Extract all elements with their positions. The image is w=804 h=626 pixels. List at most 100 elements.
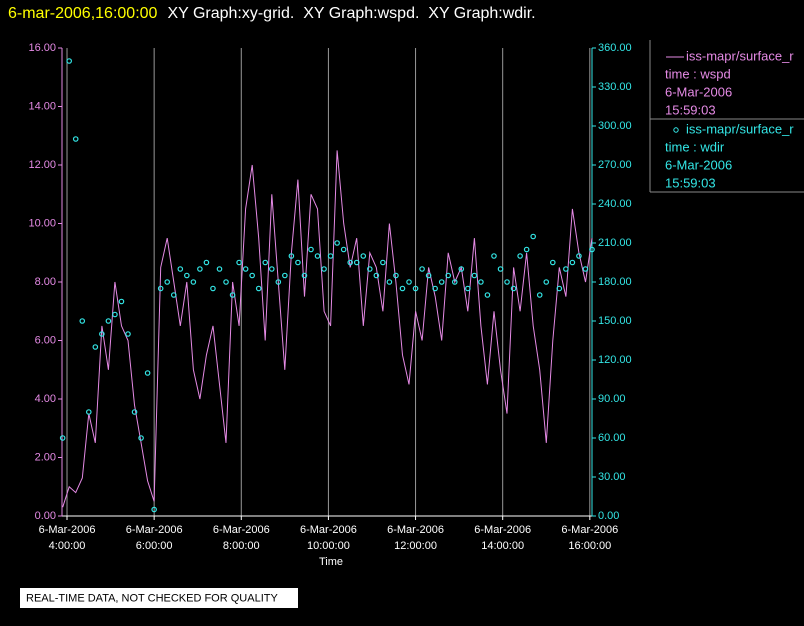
series-point bbox=[308, 246, 314, 253]
series-point bbox=[406, 279, 412, 285]
series-line bbox=[62, 150, 593, 508]
series-point bbox=[576, 253, 582, 259]
x-tick-date: 6-Mar-2006 bbox=[39, 524, 96, 536]
x-tick-label: 4:00:00 bbox=[49, 540, 86, 552]
series-point bbox=[125, 331, 131, 337]
series-point bbox=[451, 279, 458, 285]
series-point bbox=[210, 285, 216, 292]
series-point bbox=[419, 266, 425, 272]
y-tick-label: 12.00 bbox=[28, 159, 56, 171]
y2-tick-label: 90.00 bbox=[598, 393, 626, 405]
series-point bbox=[360, 253, 367, 259]
series-point bbox=[478, 279, 484, 285]
series-point bbox=[242, 266, 249, 272]
y-tick-label: 14.00 bbox=[28, 100, 56, 112]
series-point bbox=[549, 259, 556, 266]
x-tick-date: 6-Mar-2006 bbox=[474, 524, 531, 536]
series-point bbox=[151, 506, 157, 513]
series-point bbox=[268, 266, 275, 272]
series-point bbox=[295, 259, 301, 266]
series-point bbox=[249, 272, 255, 279]
series-point bbox=[497, 266, 504, 272]
series-point bbox=[438, 279, 445, 285]
legend-line: time : wspd bbox=[665, 66, 731, 81]
series-point bbox=[491, 253, 497, 259]
legend-line: 15:59:03 bbox=[665, 102, 716, 117]
series-point bbox=[373, 272, 380, 279]
x-axis-label: Time bbox=[319, 556, 343, 568]
series-point bbox=[157, 285, 164, 292]
series-point bbox=[92, 344, 99, 350]
x-tick-label: 16:00:00 bbox=[568, 540, 611, 552]
series-point bbox=[563, 266, 569, 272]
series-point bbox=[105, 318, 112, 324]
note-box bbox=[20, 588, 298, 608]
series-point bbox=[334, 240, 340, 246]
series-point bbox=[412, 285, 419, 292]
series-point bbox=[72, 136, 79, 142]
series-point bbox=[347, 259, 353, 266]
series-point bbox=[197, 266, 203, 272]
series-point bbox=[367, 266, 373, 272]
legend-line: 6-Mar-2006 bbox=[665, 157, 732, 172]
series-point bbox=[471, 272, 478, 279]
series-point bbox=[536, 292, 543, 298]
series-point bbox=[458, 266, 465, 272]
legend-name: iss-mapr/surface_r bbox=[686, 121, 794, 136]
y-tick-label: 8.00 bbox=[35, 276, 56, 288]
y-tick-label: 4.00 bbox=[35, 393, 56, 405]
y2-tick-label: 330.00 bbox=[598, 81, 632, 93]
series-point bbox=[79, 318, 86, 324]
series-point bbox=[504, 279, 510, 285]
series-point bbox=[255, 285, 262, 292]
y-tick-label: 16.00 bbox=[28, 42, 56, 54]
series-point bbox=[399, 285, 406, 292]
legend-name: iss-mapr/surface_r bbox=[686, 48, 794, 63]
series-point bbox=[282, 272, 288, 279]
y2-tick-label: 120.00 bbox=[598, 354, 632, 366]
x-tick-date: 6-Mar-2006 bbox=[126, 524, 183, 536]
series-point bbox=[275, 279, 282, 285]
series-point bbox=[340, 246, 347, 253]
legend-line: 15:59:03 bbox=[665, 175, 716, 190]
series-point bbox=[203, 259, 210, 266]
series-point bbox=[66, 58, 72, 64]
x-tick-label: 6:00:00 bbox=[136, 540, 173, 552]
series-point bbox=[327, 253, 334, 259]
series-point bbox=[380, 259, 386, 266]
series-point bbox=[301, 272, 308, 279]
legend-line: time : wdir bbox=[665, 139, 725, 154]
legend-line: 6-Mar-2006 bbox=[665, 84, 732, 99]
y2-tick-label: 270.00 bbox=[598, 159, 632, 171]
series-point bbox=[118, 298, 125, 305]
series-point bbox=[314, 253, 321, 259]
series-point bbox=[517, 253, 523, 259]
series-point bbox=[445, 272, 452, 279]
chart-title: XY Graph:xy-grid. XY Graph:wspd. XY Grap… bbox=[167, 5, 535, 22]
y2-tick-label: 360.00 bbox=[598, 42, 632, 54]
y2-tick-label: 240.00 bbox=[598, 198, 632, 210]
x-tick-date: 6-Mar-2006 bbox=[213, 524, 270, 536]
series-point bbox=[164, 279, 171, 285]
series-point bbox=[432, 285, 438, 292]
y-tick-label: 0.00 bbox=[35, 510, 56, 522]
series-point bbox=[569, 259, 576, 266]
series-point bbox=[543, 279, 550, 285]
series-point bbox=[112, 311, 118, 318]
y2-tick-label: 30.00 bbox=[598, 471, 626, 483]
series-point bbox=[229, 292, 236, 298]
series-point bbox=[353, 259, 360, 266]
x-tick-label: 14:00:00 bbox=[481, 540, 524, 552]
series-point bbox=[589, 246, 595, 253]
series-point bbox=[484, 292, 491, 298]
x-tick-date: 6-Mar-2006 bbox=[561, 524, 618, 536]
series-point bbox=[177, 266, 184, 272]
legend-symbol bbox=[673, 127, 679, 133]
y2-tick-label: 0.00 bbox=[598, 510, 619, 522]
series-point bbox=[393, 272, 399, 279]
x-tick-label: 8:00:00 bbox=[223, 540, 260, 552]
series-point bbox=[138, 435, 144, 441]
series-point bbox=[216, 266, 223, 272]
series-point bbox=[99, 331, 105, 337]
